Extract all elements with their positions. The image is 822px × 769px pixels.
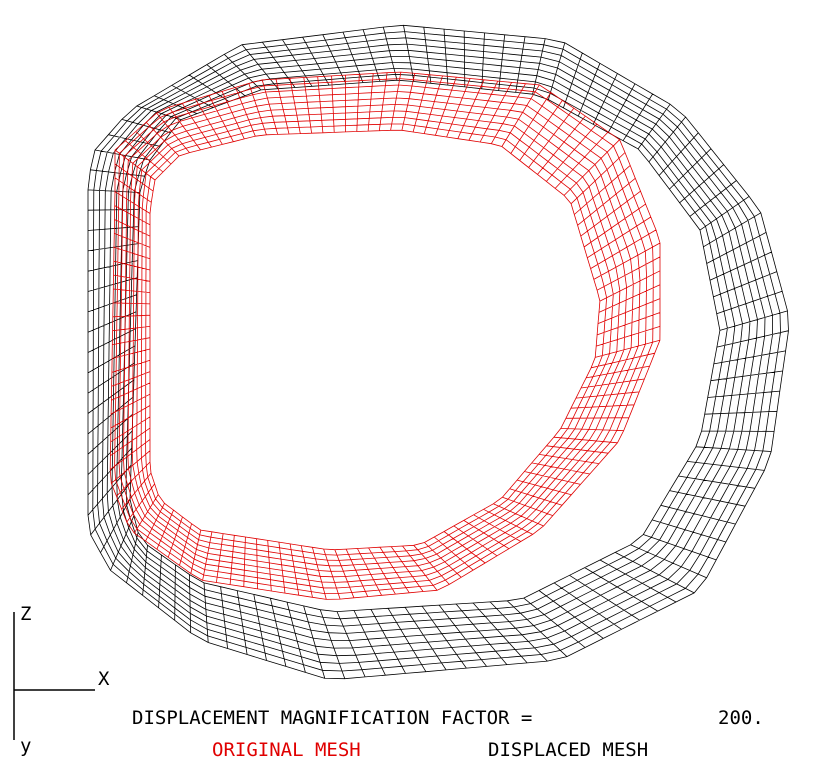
axis-x-label: X: [98, 668, 110, 690]
axis-z-label: Z: [20, 603, 31, 625]
legend-displaced: DISPLACED MESH: [488, 739, 648, 761]
original-mesh: [110, 72, 660, 599]
mesh-plot: Z X y DISPLACEMENT MAGNIFICATION FACTOR …: [0, 0, 822, 769]
legend-original: ORIGINAL MESH: [212, 739, 361, 761]
meshes: [88, 25, 789, 678]
axis-y-label: y: [20, 735, 31, 757]
caption-label: DISPLACEMENT MAGNIFICATION FACTOR =: [132, 707, 532, 729]
caption-factor: 200.: [718, 707, 764, 729]
